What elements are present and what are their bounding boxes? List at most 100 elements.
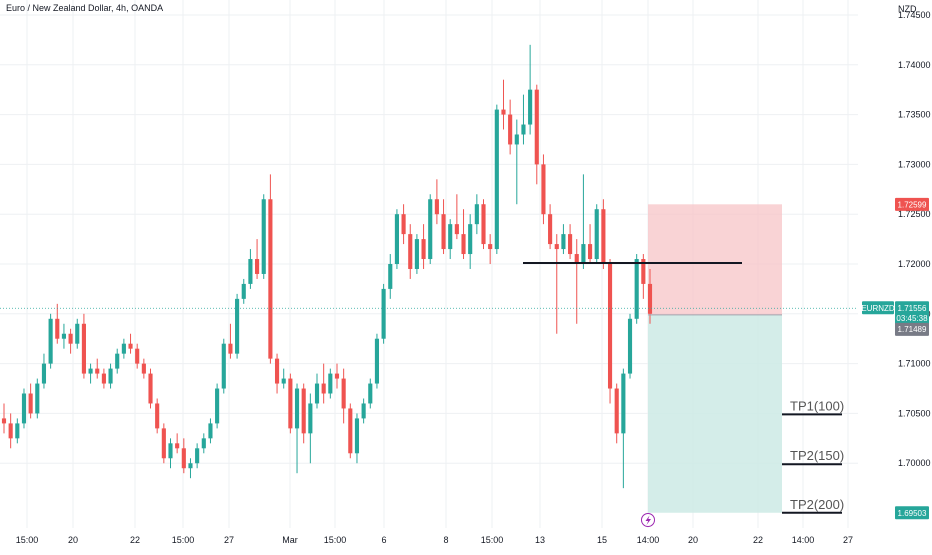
candle-body [35,383,40,414]
candle-body [461,234,466,255]
candle-body [474,204,479,225]
candle-body [374,338,380,384]
candle-body [181,448,186,469]
candle-body [641,259,646,284]
candle-body [95,368,100,374]
candle-body [195,448,200,464]
y-tick-label: 1.72500 [898,209,931,219]
candle-body [8,423,13,439]
candle-body [208,423,213,439]
candle-body [368,383,373,404]
candle-body [554,244,559,250]
symbol-badge-box [862,301,894,315]
candle-body [81,323,86,374]
candle-body [135,348,140,364]
candle-body [341,378,346,409]
x-tick-label: 13 [535,535,545,545]
candle-body [574,254,579,264]
candle-body [188,463,193,469]
candle-body [501,109,506,115]
candle-body [428,199,433,260]
candle-body [421,239,426,260]
candle-body [101,373,106,384]
candle-body [1,418,7,424]
candle-body [15,423,20,439]
time-axis[interactable]: 15:00 20 22 15:00 27 Mar 15:00 6 8 15:00 13 15 14:00… [16,535,853,545]
symbol-badge: EURNZD [861,304,895,313]
y-tick-label: 1.70500 [898,408,931,418]
x-tick-label: 15 [597,535,607,545]
candle-body [88,368,93,374]
candle-body [568,234,573,255]
candle-body [434,199,439,215]
candle-body [448,224,453,250]
x-tick-label: 8 [443,535,448,545]
candle-body [68,333,73,344]
stop-loss-zone [648,204,782,315]
candle-body [268,199,273,359]
x-tick-label: 27 [224,535,234,545]
candle-body [281,378,286,384]
candle-body [468,224,473,255]
candle-body [488,244,493,250]
x-tick-label: 27 [843,535,853,545]
candle-body [388,264,393,289]
candle-body [175,443,180,449]
candle-body [561,234,566,250]
candle-body [541,164,546,215]
candle-body [241,283,246,299]
chart-title: Euro / New Zealand Dollar, 4h, OANDA [6,3,164,13]
candle-body [528,89,533,125]
lightning-icon-bolt [645,515,651,525]
candle-body [508,114,513,145]
lightning-icon[interactable] [641,513,655,527]
currency-label: NZD [898,4,917,14]
candle-body [587,244,593,260]
x-tick-label: 15:00 [16,535,39,545]
annotations-layer: TP1(100) TP2(150) TP2(200) [0,262,858,527]
y-tick-label: 1.70000 [898,458,931,468]
candle-body [55,318,60,339]
candle-body [521,124,526,135]
candle-body [481,204,486,245]
candle-body [414,239,419,269]
x-tick-label: 22 [130,535,140,545]
price-axis[interactable]: NZD 1.745001.740001.735001.730001.725001… [898,4,931,468]
candle-body [454,224,459,235]
candle-body [115,353,120,369]
candle-body [408,234,413,269]
candle-body [441,214,446,250]
candle-body [155,403,160,429]
candle-body [548,214,553,245]
x-tick-label: 15:00 [172,535,195,545]
candles-layer [1,44,653,489]
candle-body [294,388,300,429]
x-tick-label: Mar [282,535,298,545]
x-tick-label: 20 [688,535,698,545]
entry-price-badge-box [895,322,929,336]
candle-body [201,438,206,449]
candle-body [121,343,126,354]
candle-body [41,363,47,384]
candle-body [647,283,653,314]
candle-body [581,244,586,264]
entry-price-badge: 1.71489 [898,325,927,334]
candle-body [301,388,306,434]
x-tick-label: 22 [753,535,763,545]
take-profit-label: TP2(200) [790,497,844,512]
candle-body [128,343,133,349]
candle-body [261,199,266,274]
candle-body [361,403,366,419]
x-tick-label: 15:00 [481,535,504,545]
candle-body [494,109,499,250]
candle-body [148,373,153,404]
x-tick-label: 15:00 [324,535,347,545]
current-price-badge-box [895,301,929,326]
candle-body [348,408,353,454]
x-tick-label: 20 [68,535,78,545]
target-price-badge-box [895,506,929,520]
y-tick-label: 1.73500 [898,110,931,120]
